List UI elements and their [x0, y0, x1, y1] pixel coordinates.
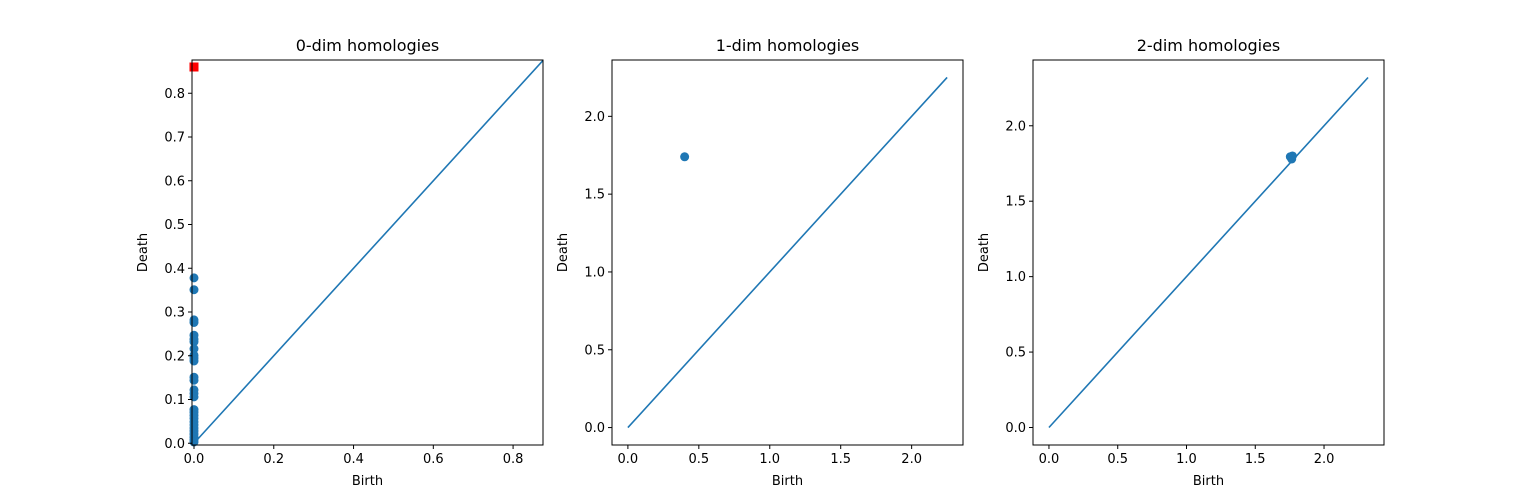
chart-2-xtick-label-4: 2.0: [1314, 452, 1335, 467]
chart-1-title: 1-dim homologies: [716, 36, 860, 55]
chart-1-ytick-label-1: 0.5: [584, 343, 605, 358]
chart-1-ytick-label-0: 0.0: [584, 421, 605, 436]
chart-0-diagonal-line: [193, 60, 543, 444]
chart-0-ytick-label-7: 0.7: [164, 131, 185, 146]
chart-0-xtick-label-3: 0.6: [423, 452, 444, 467]
chart-1-frame: [611, 59, 964, 446]
chart-1-xtick-label-4: 2.0: [901, 452, 922, 467]
chart-0-ytick-label-2: 0.2: [164, 349, 185, 364]
chart-1-panel: 0.0 0.5 1.0 1.5 2.0 0.0 0.5 1.0 1.5 2.0 1-dim homo…: [556, 36, 964, 489]
chart-0-xtick-label-0: 0.0: [184, 452, 205, 467]
chart-0-panel: 0.0 0.2 0.4 0.6 0.8 0.0 0.1 0.2 0.3 0.4 0.5 0.6 0.7 0…: [136, 36, 544, 489]
chart-0-series-0-point-12: [189, 375, 199, 385]
chart-0-ytick-label-6: 0.6: [164, 174, 185, 189]
chart-0-series-1-point-0: [189, 62, 199, 72]
chart-2-ytick-label-0: 0.0: [1005, 421, 1026, 436]
chart-2-xtick-label-1: 0.5: [1107, 452, 1128, 467]
chart-2-ytick-label-3: 1.5: [1005, 195, 1026, 210]
chart-0-frame: [191, 59, 544, 446]
chart-0-ytick-label-3: 0.3: [164, 306, 185, 321]
chart-1-xlabel: Birth: [772, 474, 803, 489]
chart-2-xtick-label-3: 1.5: [1245, 452, 1266, 467]
chart-1-ytick-label-3: 1.5: [584, 188, 605, 203]
chart-0-series-0-point-15: [189, 392, 199, 402]
chart-2-xtick-label-0: 0.0: [1039, 452, 1060, 467]
chart-2-ytick-label-4: 2.0: [1005, 119, 1026, 134]
chart-1-xtick-label-0: 0.0: [618, 452, 639, 467]
chart-2-ylabel: Death: [977, 233, 992, 272]
chart-0-series-0-point-3: [189, 318, 199, 327]
chart-0-ytick-label-0: 0.0: [164, 437, 185, 452]
chart-1-xtick-label-3: 1.5: [830, 452, 851, 467]
chart-0-ytick-label-4: 0.4: [164, 262, 185, 277]
chart-0-series-0-point-0: [189, 273, 199, 283]
chart-2-series-0-point-2: [1287, 154, 1297, 164]
chart-0-ytick-label-8: 0.8: [164, 87, 185, 102]
chart-0-xlabel: Birth: [352, 474, 383, 489]
chart-1-series-0-point-0: [680, 152, 690, 162]
chart-1-ylabel: Death: [556, 233, 571, 272]
chart-0-title: 0-dim homologies: [296, 36, 440, 55]
chart-0-ytick-label-5: 0.5: [164, 218, 185, 233]
chart-0-xtick-label-2: 0.4: [343, 452, 364, 467]
chart-0-xtick-label-4: 0.8: [503, 452, 524, 467]
chart-2-ytick-label-2: 1.0: [1005, 270, 1026, 285]
chart-0-ylabel: Death: [136, 233, 151, 272]
chart-2-xlabel: Birth: [1193, 474, 1224, 489]
chart-2-ytick-label-1: 0.5: [1005, 346, 1026, 361]
chart-1-ytick-label-4: 2.0: [584, 110, 605, 125]
chart-2-diagonal-line: [1048, 76, 1369, 429]
chart-0-xtick-label-1: 0.2: [263, 452, 284, 467]
chart-1-xtick-label-1: 0.5: [688, 452, 709, 467]
chart-2-frame: [1032, 59, 1385, 446]
chart-1-diagonal-line: [627, 76, 948, 429]
chart-0-series-0-point-1: [189, 285, 199, 295]
chart-0-series-0-point-10: [189, 356, 199, 366]
chart-0-ytick-label-1: 0.1: [164, 393, 185, 408]
chart-2-title: 2-dim homologies: [1137, 36, 1281, 55]
chart-1-ytick-label-2: 1.0: [584, 265, 605, 280]
chart-2-xtick-label-2: 1.0: [1176, 452, 1197, 467]
chart-2-panel: 0.0 0.5 1.0 1.5 2.0 0.0 0.5 1.0 1.5 2.0 2-dim homo…: [977, 36, 1385, 489]
chart-1-xtick-label-2: 1.0: [759, 452, 780, 467]
